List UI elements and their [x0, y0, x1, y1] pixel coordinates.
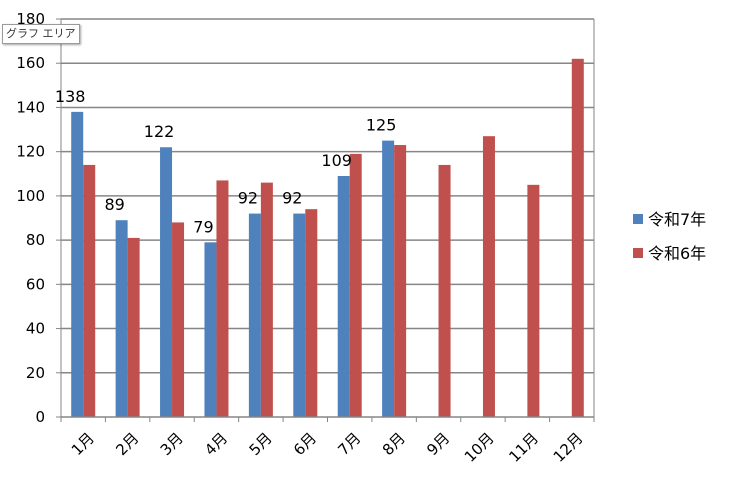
x-tick-label: 8月: [379, 429, 409, 459]
bars: [71, 58, 584, 418]
x-tick-label: 5月: [246, 429, 276, 459]
data-label: 89: [104, 195, 124, 214]
y-tick-label: 40: [26, 320, 45, 338]
data-label: 109: [321, 151, 352, 170]
bar-series-2: [260, 182, 273, 417]
bar-series-1: [293, 213, 306, 417]
y-tick-label: 0: [35, 408, 45, 426]
data-label: 138: [55, 87, 86, 106]
data-label: 92: [238, 189, 258, 208]
data-labels: 138 89 122 79 92 92 109 125: [55, 87, 396, 236]
bar-series-2: [527, 184, 540, 417]
gridlines: [61, 18, 594, 374]
bar-series-1: [71, 111, 84, 417]
x-tick-label: 6月: [290, 429, 320, 459]
legend-label: 令和6年: [648, 244, 706, 263]
bar-series-1: [382, 140, 395, 417]
legend-label: 令和7年: [648, 210, 706, 229]
bar-series-1: [160, 147, 173, 417]
bar-series-1: [337, 175, 350, 417]
data-label: 122: [144, 122, 175, 141]
bar-series-2: [394, 145, 407, 418]
x-tick-label: 7月: [334, 429, 364, 459]
axes: [60, 19, 595, 418]
y-tick-label: 160: [16, 54, 45, 72]
data-label: 125: [366, 116, 397, 135]
x-tick-label: 11月: [505, 429, 542, 466]
bar-series-2: [482, 136, 495, 417]
x-tick-label: 3月: [157, 429, 187, 459]
y-tick-label: 180: [16, 10, 45, 28]
bar-series-2: [83, 164, 96, 417]
bar-series-2: [349, 153, 362, 417]
x-tick-label: 4月: [201, 429, 231, 459]
x-tick-label: 2月: [112, 429, 142, 459]
bar-series-1: [204, 242, 217, 417]
data-label: 79: [193, 217, 213, 236]
x-tick-label: 10月: [461, 429, 498, 466]
bar-series-2: [438, 164, 451, 417]
data-label: 92: [282, 189, 302, 208]
x-tick-label: 1月: [68, 429, 98, 459]
y-tick-label: 20: [26, 364, 45, 382]
bar-series-2: [305, 209, 318, 417]
y-tick-label: 140: [16, 98, 45, 116]
legend-swatch: [633, 214, 643, 224]
y-axis-ticks: 0 20 40 60 80 100 120 140 160 180: [16, 10, 61, 426]
chart-area-tooltip: グラフ エリア: [2, 24, 80, 44]
bar-series-2: [127, 237, 140, 417]
x-tick-label: 12月: [550, 429, 587, 466]
bar-series-2: [216, 180, 229, 417]
x-axis-ticks: 1月 2月 3月 4月 5月 6月 7月 8月 9月 10月 11月 12月: [60, 417, 595, 466]
x-tick-label: 9月: [423, 429, 453, 459]
y-tick-label: 80: [26, 231, 45, 249]
legend-swatch: [633, 248, 643, 258]
bar-series-1: [115, 220, 128, 417]
bar-series-2: [172, 222, 185, 417]
y-tick-label: 60: [26, 275, 45, 293]
bar-series-2: [571, 58, 584, 418]
y-tick-label: 100: [16, 187, 45, 205]
y-tick-label: 120: [16, 143, 45, 161]
bar-series-1: [248, 213, 261, 417]
